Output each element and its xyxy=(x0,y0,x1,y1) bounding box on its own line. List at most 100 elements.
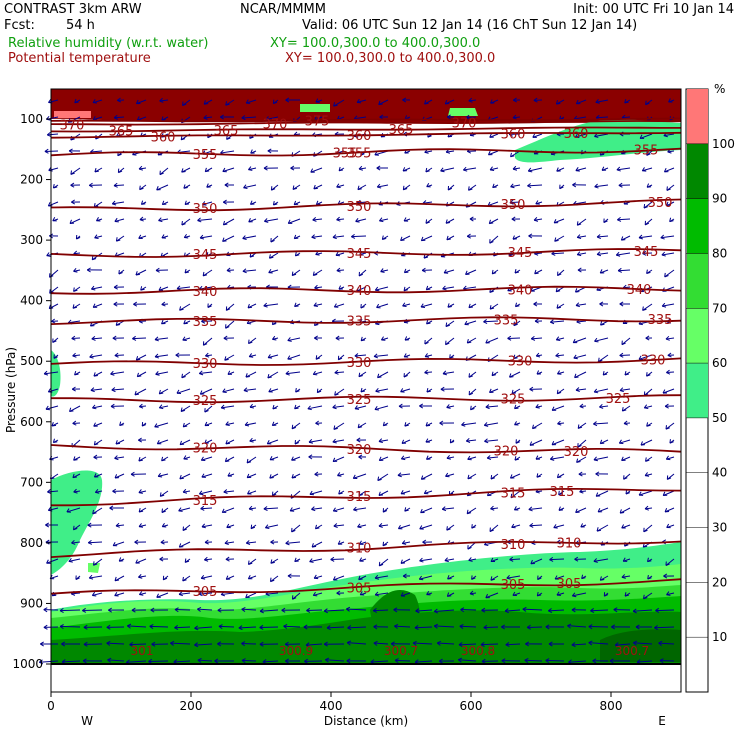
wind-arrow-630 xyxy=(514,456,521,461)
wind-arrow-370 xyxy=(533,301,543,307)
wind-arrow-651 xyxy=(337,472,345,477)
theta-label-350-1: 350 xyxy=(347,200,372,215)
wind-arrow-565 xyxy=(357,422,367,429)
wind-arrow-241 xyxy=(242,235,257,240)
wind-arrow-977 xyxy=(481,658,499,664)
wind-arrow-47 xyxy=(446,114,455,120)
wind-arrow-480 xyxy=(403,371,411,378)
theta-label-330-1: 330 xyxy=(347,356,372,371)
wind-arrow-636 xyxy=(645,456,653,462)
wind-arrow-353 xyxy=(161,301,169,307)
wind-arrow-201 xyxy=(643,201,653,209)
wind-arrow-240 xyxy=(222,235,235,242)
wind-arrow-866 xyxy=(603,592,609,597)
wind-arrow-784 xyxy=(68,557,81,563)
theta-field-xy: XY= 100.0,300.0 to 400.0,300.0 xyxy=(285,51,495,66)
wind-arrow-237 xyxy=(161,234,169,239)
wind-arrow-446 xyxy=(287,354,301,360)
wind-arrow-927 xyxy=(654,625,675,631)
wind-arrow-235 xyxy=(115,235,125,242)
wind-arrow-760 xyxy=(178,541,191,548)
rh-colorbar: 10 20 30 40 50 60 70 80 90 100 % xyxy=(685,82,735,693)
wind-arrow-473 xyxy=(245,371,257,378)
wind-arrow-835 xyxy=(554,575,565,580)
wind-arrow-37 xyxy=(220,114,235,120)
wind-arrow-211 xyxy=(222,218,235,226)
colorbar-tick-label-10: 10 xyxy=(712,630,727,644)
theta-label-305-1: 305 xyxy=(347,582,372,597)
wind-arrow-921 xyxy=(526,624,543,630)
wind-arrow-433 xyxy=(645,335,653,341)
wind-arrow-289 xyxy=(661,251,675,257)
wind-arrow-681 xyxy=(358,490,367,497)
theta-field-label: Potential temperature xyxy=(8,51,151,66)
theta-contours xyxy=(50,117,682,665)
colorbar-tick-label-30: 30 xyxy=(712,521,727,535)
y-tick-label-500: 500 xyxy=(20,354,43,368)
wind-arrow-823 xyxy=(287,573,301,579)
wind-arrow-452 xyxy=(424,353,433,358)
wind-arrow-107 xyxy=(487,150,499,156)
wind-arrow-742 xyxy=(419,524,433,530)
colorbar-unit: % xyxy=(714,82,725,96)
wind-arrow-911 xyxy=(303,624,323,630)
wind-arrow-148 xyxy=(113,182,125,188)
wind-arrow-428 xyxy=(530,335,543,341)
wind-arrow-15 xyxy=(378,99,389,106)
wind-arrow-472 xyxy=(227,370,235,375)
wind-arrow-978 xyxy=(501,658,521,664)
wind-arrow-3 xyxy=(117,97,125,103)
wind-arrow-938 xyxy=(259,641,279,647)
rh-field-label: Relative humidity (w.r.t. water) xyxy=(8,36,209,51)
wind-arrow-633 xyxy=(576,456,587,463)
wind-arrow-658 xyxy=(490,473,499,480)
colorbar-tick-label-70: 70 xyxy=(712,301,727,315)
wind-arrow-216 xyxy=(336,216,345,222)
wind-arrow-758 xyxy=(134,539,147,545)
wind-arrow-929 xyxy=(61,641,81,647)
wind-arrow-601 xyxy=(515,439,521,444)
wind-arrow-868 xyxy=(643,592,653,600)
theta-label-320-2: 320 xyxy=(494,444,519,459)
wind-arrow-971 xyxy=(346,658,367,664)
wind-arrow-217 xyxy=(355,217,367,223)
wind-arrow-586 xyxy=(179,439,191,446)
x-axis: 0 200 400 600 800 xyxy=(47,692,622,713)
wind-arrow-585 xyxy=(156,439,169,445)
wind-arrow-623 xyxy=(358,454,367,460)
wind-arrow-798 xyxy=(378,558,389,567)
wind-arrow-372 xyxy=(575,302,587,308)
wind-arrow-703 xyxy=(200,505,213,511)
wind-arrow-463 xyxy=(667,352,675,358)
wind-arrow-853 xyxy=(312,591,323,597)
theta-label-325-3: 325 xyxy=(606,392,631,407)
wind-arrow-318 xyxy=(664,269,675,278)
wind-arrow-549 xyxy=(643,404,653,410)
wind-arrow-418 xyxy=(314,335,323,341)
theta-label-345-0: 345 xyxy=(193,248,218,263)
wind-arrow-157 xyxy=(313,184,323,190)
wind-arrow-663 xyxy=(595,471,609,477)
wind-arrow-409 xyxy=(112,335,125,341)
theta-label-350-0: 350 xyxy=(193,202,218,217)
wind-arrow-531 xyxy=(249,403,257,409)
wind-arrow-705 xyxy=(248,505,257,511)
wind-arrow-621 xyxy=(308,454,323,460)
wind-arrow-461 xyxy=(619,352,631,358)
wind-arrow-335 xyxy=(403,286,411,292)
wind-arrow-877 xyxy=(197,606,213,612)
wind-arrow-828 xyxy=(402,573,411,579)
wind-arrow-406 xyxy=(52,337,59,343)
wind-arrow-677 xyxy=(272,490,279,497)
wind-arrow-38 xyxy=(241,115,257,121)
wind-arrow-815 xyxy=(114,575,125,582)
wind-arrow-58 xyxy=(46,132,59,137)
wind-arrow-432 xyxy=(621,337,631,346)
wind-arrow-123 xyxy=(204,167,213,173)
wind-arrow-833 xyxy=(506,574,521,580)
wind-arrow-941 xyxy=(323,641,345,647)
y-tick-label-300: 300 xyxy=(20,233,43,247)
wind-arrow-741 xyxy=(397,524,411,530)
wind-arrow-913 xyxy=(347,625,367,631)
wind-arrow-354 xyxy=(179,303,191,311)
